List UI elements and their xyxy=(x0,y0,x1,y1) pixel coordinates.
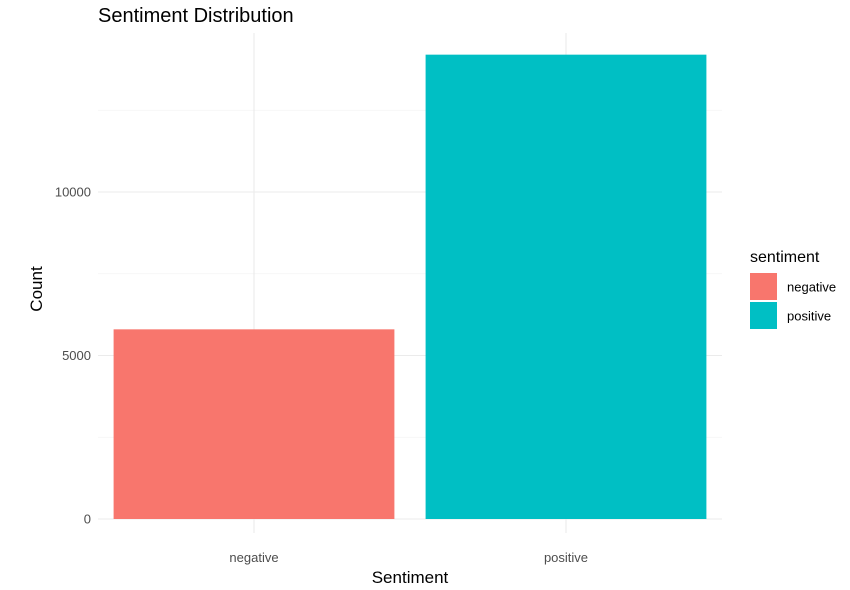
x-tick-label: negative xyxy=(229,550,278,565)
legend-key-positive xyxy=(750,302,777,329)
y-tick-label: 10000 xyxy=(55,185,91,200)
y-tick-label: 0 xyxy=(84,512,91,527)
x-axis-ticks: negative positive xyxy=(229,550,588,565)
y-axis-ticks: 0 5000 10000 xyxy=(55,185,91,527)
x-tick-label: positive xyxy=(544,550,588,565)
x-axis-title: Sentiment xyxy=(372,568,449,587)
legend-items: negative positive xyxy=(750,273,836,329)
legend-key-negative xyxy=(750,273,777,300)
y-axis-title: Count xyxy=(27,266,46,312)
legend-label: negative xyxy=(787,280,836,295)
bar-negative xyxy=(113,329,395,519)
legend-label: positive xyxy=(787,309,831,324)
chart-title: Sentiment Distribution xyxy=(98,5,294,27)
legend: sentiment negative positive xyxy=(750,249,836,329)
bars xyxy=(113,54,707,519)
legend-title: sentiment xyxy=(750,249,820,266)
bar-positive xyxy=(425,54,707,519)
y-tick-label: 5000 xyxy=(62,348,91,363)
